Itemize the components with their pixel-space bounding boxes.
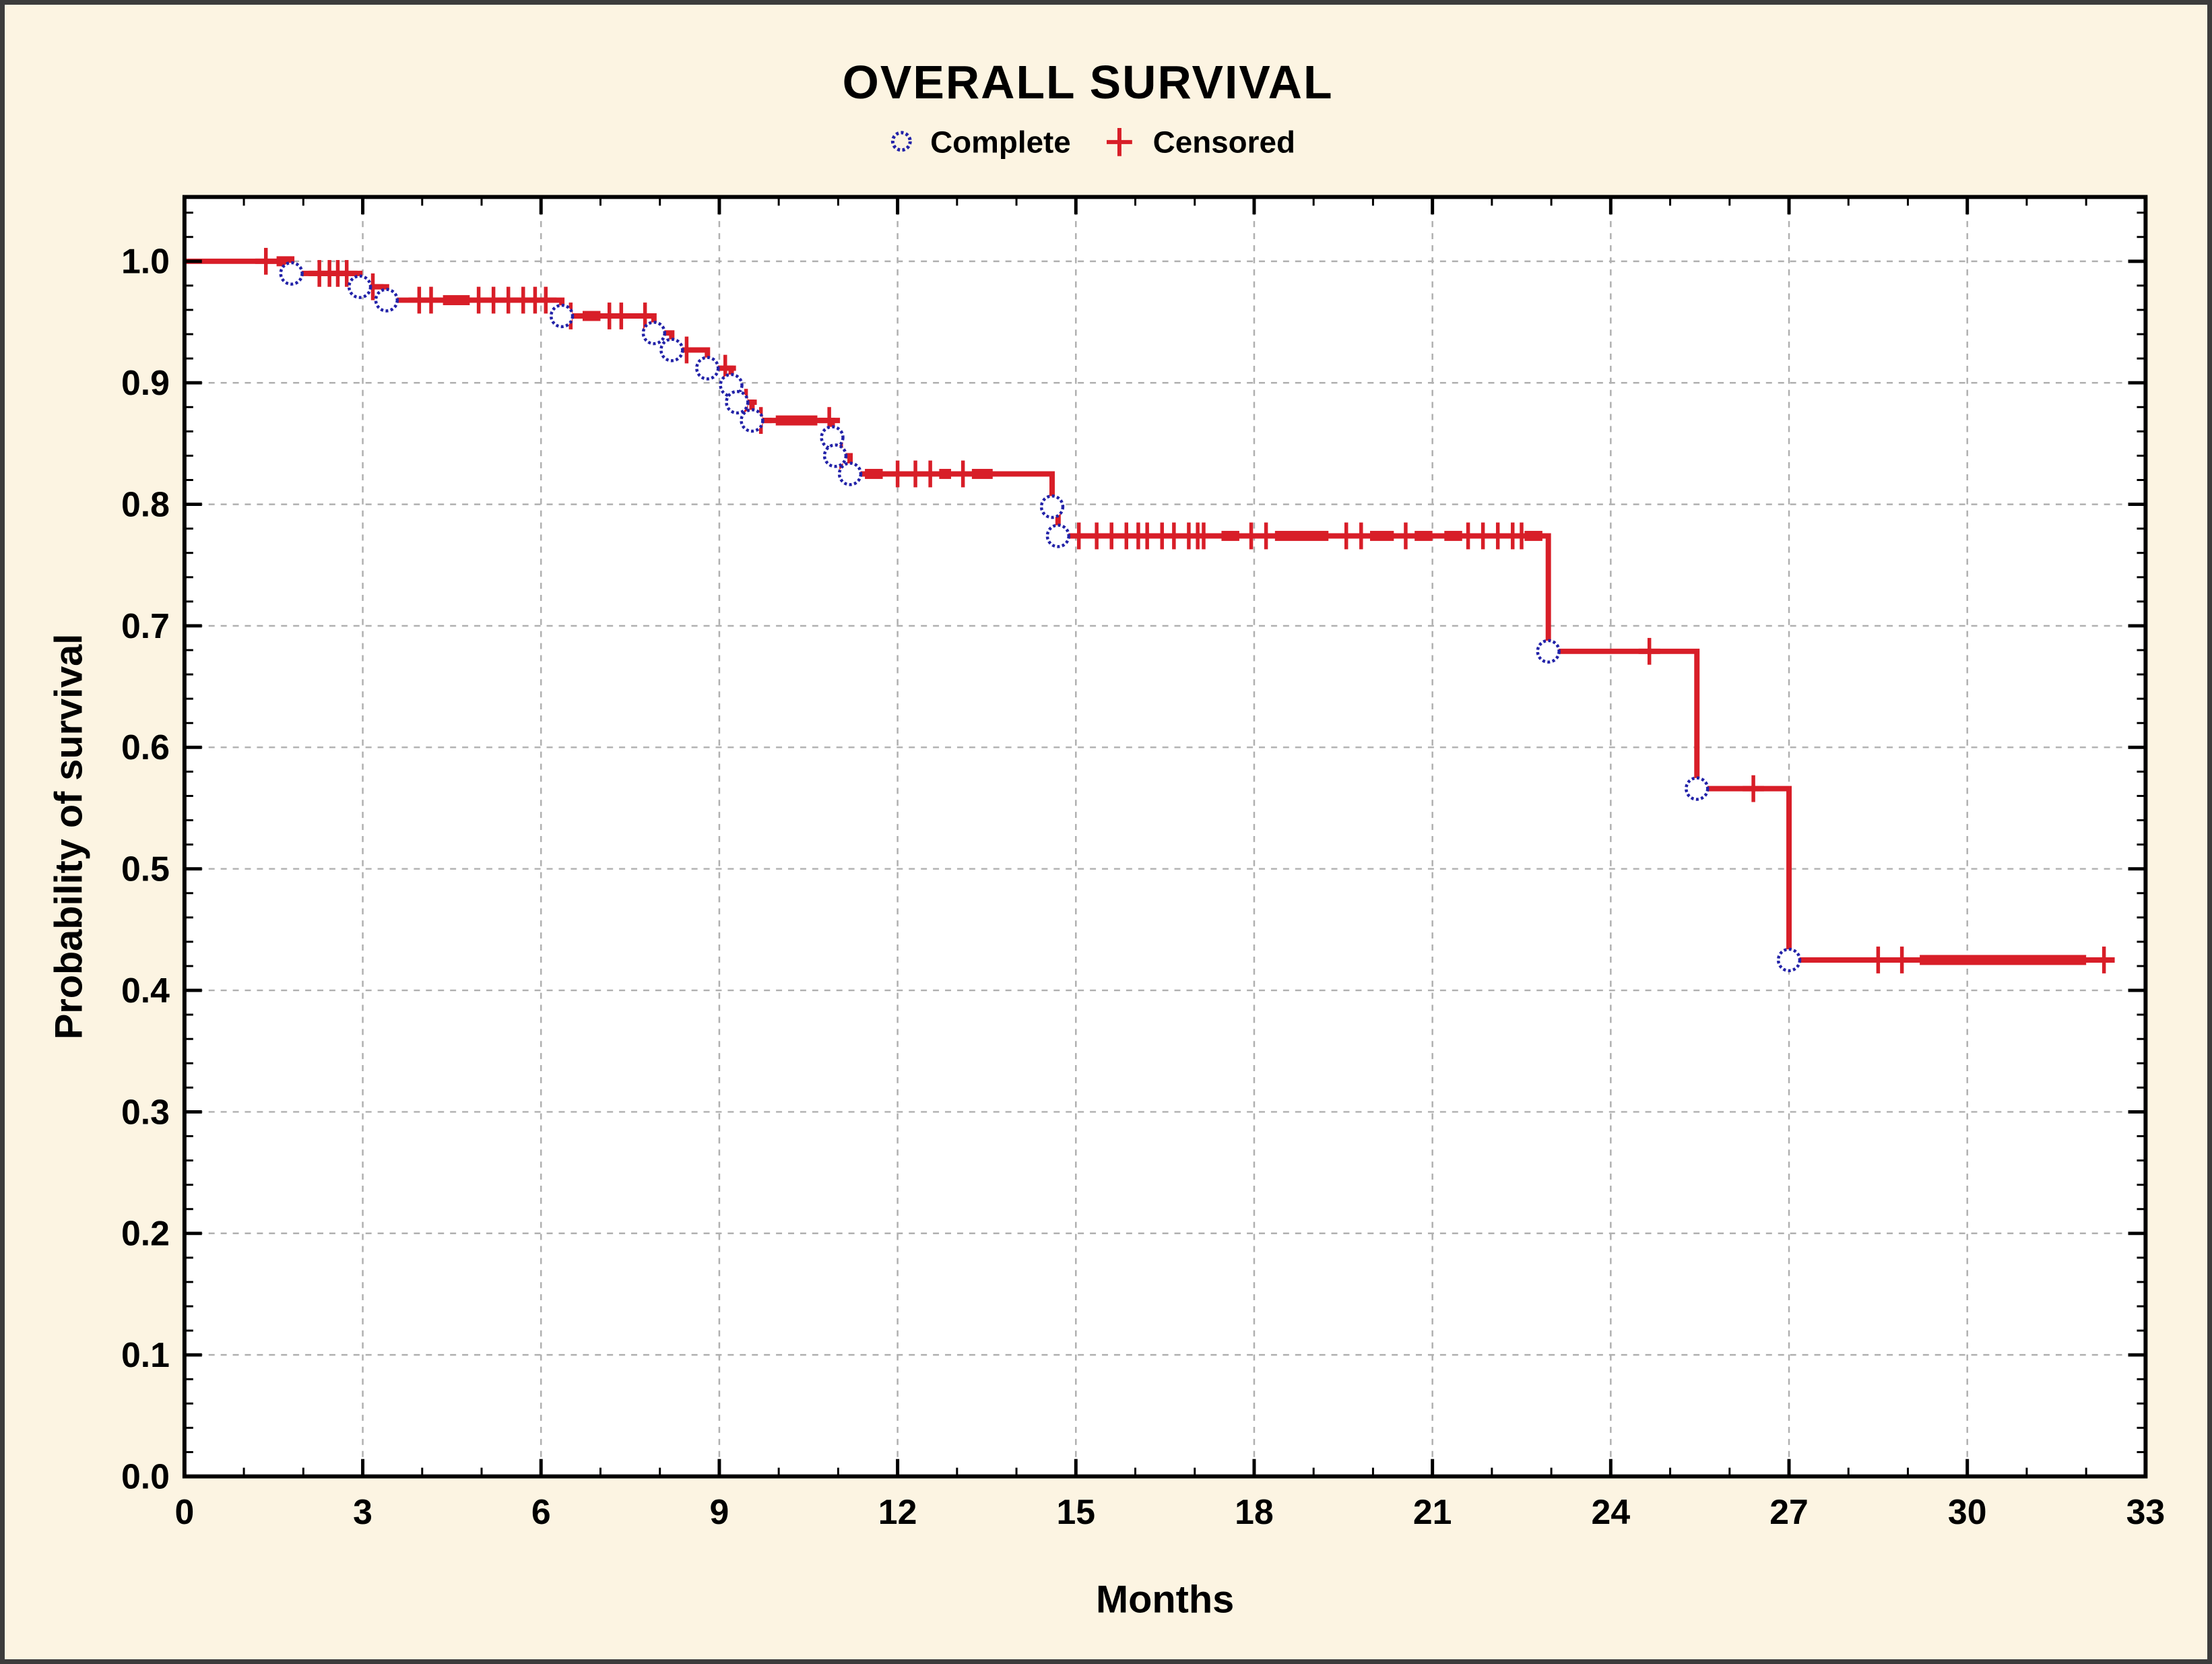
censored-plus-icon [952, 460, 974, 488]
censored-cluster-band [775, 415, 818, 426]
legend-censored-plus-icon [1106, 127, 1132, 156]
x-tick-label: 18 [1235, 1492, 1274, 1531]
x-tick-label: 27 [1769, 1492, 1809, 1531]
chart-title: OVERALL SURVIVAL [843, 56, 1334, 108]
x-tick-label: 3 [353, 1492, 372, 1531]
plot-area [184, 197, 2146, 1477]
legend-complete-circle-icon [890, 131, 912, 152]
censored-plus-icon [420, 286, 442, 314]
x-tick-labels: 0 3 6 9 12 15 18 21 24 27 30 33 [174, 1492, 2165, 1531]
complete-circle-icon [837, 461, 863, 486]
censored-cluster-band [1414, 531, 1433, 541]
complete-circle-icon [740, 408, 765, 433]
censored-cluster-band [1221, 531, 1239, 541]
complete-circle-icon [641, 321, 667, 346]
complete-circle-icon [1045, 523, 1070, 548]
complete-circle-icon [725, 389, 750, 415]
censored-markers [255, 247, 2115, 973]
censored-plus-icon [1255, 522, 1277, 550]
censored-cluster-band [971, 469, 993, 479]
censored-plus-icon [1395, 522, 1417, 550]
complete-circle-icon [1685, 776, 1710, 801]
censored-plus-icon [1193, 522, 1214, 550]
y-tick-label: 0.0 [121, 1457, 170, 1496]
censored-plus-icon [535, 286, 557, 314]
complete-circle-icon [1536, 639, 1561, 664]
y-tick-label: 0.8 [121, 485, 170, 524]
complete-circle-icon [1776, 947, 1802, 973]
complete-circle-icon [549, 303, 575, 329]
x-tick-label: 0 [174, 1492, 194, 1531]
x-tick-label: 21 [1413, 1492, 1452, 1531]
x-tick-label: 6 [531, 1492, 551, 1531]
legend-censored-label: Censored [1153, 125, 1295, 160]
censored-plus-icon [1350, 522, 1372, 550]
x-axis-title: Months [1096, 1578, 1234, 1621]
complete-circle-icon [374, 288, 399, 313]
censored-plus-icon [335, 259, 358, 287]
censored-plus-icon [1743, 775, 1765, 802]
x-tick-label: 15 [1056, 1492, 1095, 1531]
complete-circle-icon [695, 356, 720, 381]
y-tick-label: 0.5 [121, 850, 170, 889]
censored-cluster-band [865, 469, 883, 479]
legend-complete-label: Complete [930, 125, 1071, 160]
x-tick-label: 30 [1948, 1492, 1987, 1531]
censored-plus-icon [610, 302, 632, 329]
censored-cluster-band [1370, 531, 1394, 541]
axes-frame [182, 195, 2148, 1479]
y-tick-label: 0.4 [121, 971, 170, 1010]
censored-cluster-band [1274, 531, 1329, 541]
x-tick-label: 12 [878, 1492, 917, 1531]
y-tick-label: 0.3 [121, 1092, 170, 1131]
censored-cluster-band [1920, 955, 2087, 965]
censored-plus-icon [1638, 637, 1660, 665]
y-tick-labels: 0.0 0.1 0.2 0.3 0.4 0.5 0.6 0.7 0.8 0.9 1.0 [121, 242, 170, 1496]
complete-circle-icon [659, 338, 684, 362]
complete-circle-icon [822, 443, 848, 468]
gridlines [184, 197, 2146, 1477]
y-tick-label: 1.0 [121, 242, 170, 281]
legend: Complete Censored [890, 125, 1295, 160]
censored-plus-icon [2093, 947, 2115, 973]
censored-plus-icon [255, 247, 277, 275]
plot-frame [182, 195, 2148, 1479]
complete-circle-icon [347, 274, 372, 299]
y-tick-label: 0.1 [121, 1335, 170, 1374]
x-tick-label: 24 [1592, 1492, 1631, 1531]
complete-circle-icon [1039, 494, 1065, 519]
y-tick-label: 0.6 [121, 728, 170, 767]
x-tick-label: 9 [710, 1492, 729, 1531]
axis-ticks [183, 197, 2147, 1479]
survival-chart: 0 3 6 9 12 15 18 21 24 27 30 33 0.00.10.20.30.40.50… [47, 56, 2165, 1621]
y-tick-label: 0.9 [121, 363, 170, 402]
complete-event-markers [279, 261, 1802, 973]
censored-cluster-band [443, 295, 470, 306]
censored-plus-icon [1511, 522, 1532, 550]
x-tick-label: 33 [2126, 1492, 2166, 1531]
y-tick-label: 0.2 [121, 1214, 170, 1253]
censored-plus-icon [1867, 947, 1889, 973]
censored-cluster-band [939, 469, 952, 479]
censored-cluster-band [582, 311, 601, 321]
complete-circle-icon [279, 261, 304, 286]
y-tick-label: 0.7 [121, 606, 170, 645]
y-axis-title: Probability of survival [47, 634, 90, 1039]
censored-plus-icon [1891, 947, 1913, 973]
censored-plus-icon [919, 460, 942, 488]
